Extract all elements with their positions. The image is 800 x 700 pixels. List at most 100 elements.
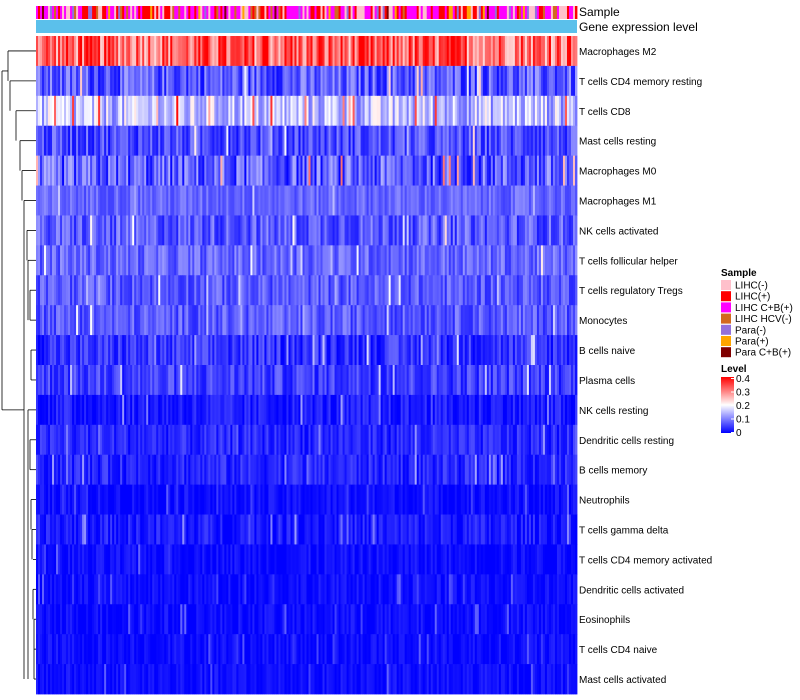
sample-annotation-cell: [88, 6, 91, 19]
heatmap-cell: [462, 484, 466, 515]
heatmap-cell: [318, 275, 321, 306]
heatmap-cell: [370, 245, 374, 276]
heatmap-cell: [340, 514, 343, 545]
heatmap-cell: [90, 365, 93, 396]
heatmap-cell: [286, 394, 289, 426]
heatmap-cell: [378, 305, 382, 336]
heatmap-cell: [500, 36, 504, 67]
heatmap-cell: [482, 36, 486, 67]
heatmap-cell: [500, 245, 504, 276]
heatmap-cell: [310, 245, 313, 276]
heatmap-cell: [482, 454, 486, 486]
heatmap-cell: [210, 544, 213, 575]
heatmap-cell: [218, 155, 221, 186]
heatmap-cell: [410, 245, 414, 276]
sample-annotation-cell: [294, 6, 297, 19]
heatmap-cell: [90, 95, 93, 127]
heatmap-cell: [384, 335, 388, 366]
heatmap-cell: [350, 65, 353, 97]
heatmap-cell: [372, 514, 376, 545]
heatmap-cell: [544, 125, 548, 157]
heatmap-cell: [482, 125, 486, 157]
heatmap-cell: [206, 424, 209, 456]
heatmap-cell: [132, 65, 135, 97]
heatmap-cell: [76, 155, 79, 186]
heatmap-cell: [222, 424, 225, 456]
heatmap-cell: [564, 484, 568, 515]
heatmap-cell: [396, 394, 400, 426]
heatmap-cell: [194, 36, 197, 67]
heatmap-cell: [70, 365, 73, 396]
heatmap-cell: [36, 335, 39, 366]
heatmap-cell: [454, 185, 458, 216]
heatmap-cell: [286, 95, 289, 127]
heatmap-cell: [266, 275, 269, 306]
heatmap-cell: [534, 394, 538, 426]
heatmap-cell: [196, 514, 199, 545]
heatmap-cell: [198, 36, 201, 67]
heatmap-cell: [462, 365, 466, 396]
heatmap-cell: [342, 245, 345, 276]
heatmap-cell: [156, 544, 159, 575]
heatmap-cell: [330, 275, 333, 306]
heatmap-cell: [180, 125, 183, 157]
heatmap-cell: [68, 365, 71, 396]
heatmap-cell: [490, 454, 494, 486]
heatmap-cell: [248, 394, 251, 426]
heatmap-cell: [492, 454, 496, 486]
heatmap-cell: [560, 215, 564, 246]
heatmap-cell: [278, 335, 281, 366]
heatmap-cell: [544, 245, 548, 276]
heatmap-cell: [346, 424, 349, 456]
heatmap-cell: [544, 185, 548, 216]
heatmap-cell: [172, 155, 175, 186]
heatmap-cell: [480, 454, 484, 486]
heatmap-cell: [342, 424, 345, 456]
heatmap-cell: [152, 305, 155, 336]
heatmap-cell: [386, 215, 390, 246]
heatmap-cell: [336, 275, 339, 306]
sample-annotation-cell: [192, 6, 195, 19]
heatmap-cell: [130, 335, 133, 366]
heatmap-cell: [60, 454, 63, 486]
heatmap-cell: [42, 454, 45, 486]
heatmap-cell: [554, 454, 558, 486]
heatmap-cell: [42, 125, 45, 157]
heatmap-cell: [128, 514, 131, 545]
heatmap-cell: [138, 365, 141, 396]
heatmap-cell: [110, 215, 113, 246]
heatmap-cell: [486, 335, 490, 366]
heatmap-cell: [326, 365, 329, 396]
heatmap-cell: [298, 65, 301, 97]
heatmap-cell: [412, 484, 416, 515]
heatmap-cell: [438, 155, 442, 186]
heatmap-cell: [412, 185, 416, 216]
heatmap-cell: [320, 36, 323, 67]
heatmap-cell: [150, 305, 153, 336]
heatmap-cell: [370, 424, 374, 456]
heatmap-cell: [62, 514, 65, 545]
heatmap-cell: [344, 394, 347, 426]
heatmap-cell: [186, 335, 189, 366]
heatmap-cell: [522, 125, 526, 157]
heatmap-cell: [398, 125, 402, 157]
heatmap-cell: [256, 125, 259, 157]
heatmap-cell: [528, 365, 532, 396]
sample-annotation-cell: [548, 6, 552, 19]
heatmap-cell: [320, 125, 323, 157]
heatmap-cell: [476, 305, 480, 336]
heatmap-cell: [412, 125, 416, 157]
heatmap-cell: [196, 155, 199, 186]
sample-annotation-cell: [572, 6, 576, 19]
heatmap-cell: [458, 215, 462, 246]
heatmap-cell: [220, 245, 223, 276]
heatmap-cell: [38, 484, 41, 515]
heatmap-cell: [358, 394, 361, 426]
heatmap-cell: [118, 484, 121, 515]
heatmap-cell: [218, 275, 221, 306]
heatmap-cell: [250, 125, 253, 157]
heatmap-cell: [226, 36, 229, 67]
heatmap-cell: [382, 155, 386, 186]
heatmap-cell: [294, 65, 297, 97]
sample-annotation-cell: [396, 6, 400, 19]
